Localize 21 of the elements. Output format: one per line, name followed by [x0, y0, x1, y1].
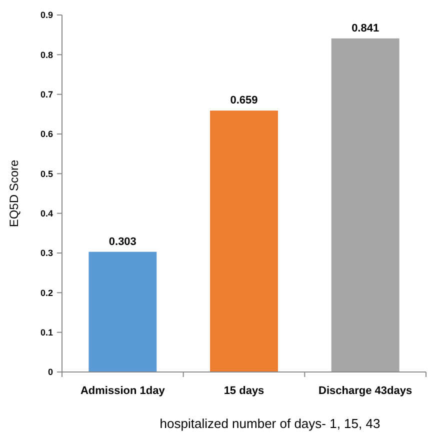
y-tick-label: 0	[48, 367, 53, 378]
y-tick-label: 0.2	[40, 288, 53, 298]
y-tick-label: 0.1	[40, 327, 53, 338]
x-tick-label: Admission 1day	[80, 385, 166, 397]
y-axis-title: EQ5D Score	[7, 159, 21, 228]
y-tick-label: 0.9	[40, 10, 53, 20]
x-axis-title: hospitalized number of days- 1, 15, 43	[160, 416, 380, 431]
bar	[88, 252, 157, 372]
y-tick-label: 0.8	[40, 50, 53, 60]
bar	[210, 110, 278, 372]
y-tick-label: 0.5	[40, 168, 53, 179]
x-tick-label: Discharge 43days	[318, 385, 412, 397]
x-tick-label: 15 days	[224, 385, 264, 397]
data-label: 0.659	[230, 94, 258, 107]
y-tick-label: 0.4	[40, 208, 53, 218]
y-tick-label: 0.7	[40, 89, 53, 100]
y-tick-label: 0.3	[40, 248, 53, 258]
data-label: 0.841	[352, 22, 380, 34]
bar	[331, 38, 400, 372]
y-tick-label: 0.6	[40, 129, 53, 140]
data-label: 0.303	[108, 236, 136, 248]
